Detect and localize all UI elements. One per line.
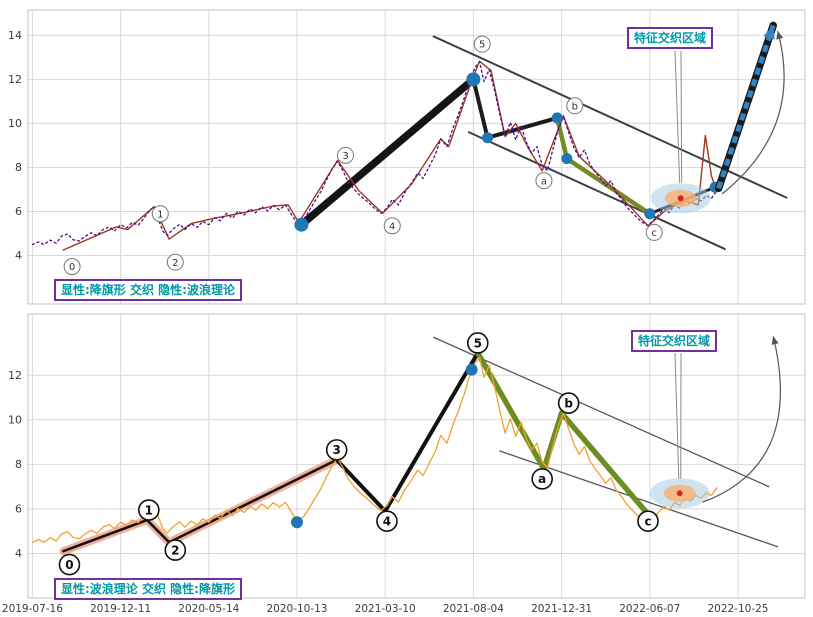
wave-label-circle-2	[164, 539, 187, 561]
correction-wave-abc	[475, 350, 649, 514]
pivot-dot	[481, 132, 493, 144]
wave-label-text-a: a	[538, 472, 546, 486]
wave-label-text-1: 1	[145, 503, 153, 517]
impulse-wave-early	[62, 458, 338, 553]
x-tick-label: 2021-08-04	[443, 603, 504, 615]
feature-zone-ellipse-center	[676, 490, 683, 497]
y-tick-label: 8	[15, 161, 22, 174]
feature-pointer-left	[674, 352, 680, 479]
y-tick-label: 14	[8, 29, 22, 42]
wave-label-circle-4	[383, 217, 401, 235]
wave-label-text-5: 5	[474, 336, 482, 350]
annotation-curve-arrow-head	[771, 336, 779, 345]
wave-label-circle-0	[63, 258, 81, 276]
x-tick-label: 2021-12-31	[531, 603, 592, 615]
wave-label-text-2: 2	[171, 543, 179, 557]
pivot-dot	[551, 112, 563, 124]
wave-label-circle-0	[58, 553, 81, 576]
x-tick-label: 2020-10-13	[266, 603, 327, 615]
pivot-dot-large	[465, 363, 478, 376]
wave-label-text-c: c	[644, 514, 651, 528]
wave-label-text-b: b	[572, 101, 578, 112]
annotation-curve-arrow	[721, 30, 785, 195]
wave-label-circle-1	[151, 205, 169, 223]
feature-pointer-right	[680, 50, 683, 183]
breakout-arrow	[716, 24, 776, 190]
x-tick-label: 2019-12-11	[90, 603, 151, 615]
annotation-curve-arrow-head	[776, 30, 784, 40]
bottom-feature-zone-label: 特征交织区域	[631, 330, 718, 352]
y-tick-label: 4	[15, 249, 22, 262]
feature-zone-ellipse-center	[677, 195, 684, 202]
wave-label-text-0: 0	[65, 558, 73, 572]
pivot-dot	[644, 208, 656, 220]
flag-pole	[297, 75, 478, 229]
wave-label-text-1: 1	[157, 209, 163, 220]
wave-label-circle-5	[473, 35, 491, 53]
wave-label-text-b: b	[564, 396, 573, 410]
x-tick-label: 2021-03-10	[355, 603, 416, 615]
wave-label-circle-a	[535, 172, 553, 190]
wave-label-circle-c	[637, 510, 659, 532]
impulse-wave-late	[334, 350, 480, 514]
top-feature-zone-label: 特征交织区域	[627, 27, 714, 49]
wave-label-circle-3	[337, 146, 355, 164]
wave-label-circle-b	[566, 97, 584, 115]
wave-label-circle-1	[138, 499, 160, 521]
x-tick-label: 2019-07-16	[2, 603, 63, 615]
price-line-orange	[31, 356, 718, 543]
y-tick-label: 12	[8, 369, 22, 382]
impulse-glow-salmon	[59, 455, 341, 556]
y-tick-label: 8	[15, 458, 22, 471]
pivot-dot-large	[466, 72, 481, 87]
wave-label-circle-3	[325, 439, 348, 461]
channel-lower-line	[467, 131, 726, 250]
wave-label-text-a: a	[541, 176, 547, 187]
top-pattern-label: 显性:降旗形 交织 隐性:波浪理论	[54, 279, 242, 301]
wave-label-text-3: 3	[333, 443, 341, 457]
pivot-dot-large	[290, 516, 303, 529]
wave-label-text-2: 2	[172, 258, 178, 269]
channel-upper-line	[433, 336, 770, 488]
wave-label-circle-5	[466, 332, 489, 354]
channel-upper-line	[432, 35, 788, 199]
wave-label-text-0: 0	[69, 262, 75, 273]
y-tick-label: 4	[15, 547, 22, 560]
y-tick-label: 12	[8, 73, 22, 86]
annotation-curve-arrow	[702, 336, 781, 503]
y-tick-label: 6	[15, 205, 22, 218]
hidden-wave-line	[62, 60, 718, 251]
wave-label-circle-2	[166, 253, 184, 271]
price-line-purple-dotted	[31, 61, 718, 246]
bottom-pattern-label: 显性:波浪理论 交织 隐性:降旗形	[54, 578, 242, 600]
wave-label-circle-b	[557, 392, 580, 414]
x-tick-label: 2020-05-14	[178, 603, 239, 615]
pivot-dot	[561, 153, 573, 165]
panel-border	[27, 313, 806, 599]
y-tick-label: 10	[8, 117, 22, 130]
breakout-arrow-head	[763, 25, 775, 40]
y-tick-label: 6	[15, 502, 22, 515]
feature-pointer-left	[674, 50, 681, 183]
wave-label-circle-a	[531, 468, 553, 490]
wave-label-text-4: 4	[383, 514, 391, 528]
y-tick-label: 10	[8, 413, 22, 426]
panel-border	[27, 9, 806, 305]
x-tick-label: 2022-10-25	[707, 603, 768, 615]
wave-label-text-4: 4	[389, 221, 395, 232]
wave-label-text-c: c	[651, 228, 657, 239]
wave-label-circle-4	[376, 510, 398, 532]
wave-label-text-3: 3	[342, 151, 348, 162]
pivot-dot-large	[294, 217, 309, 232]
wave-label-circle-c	[645, 223, 663, 241]
flag-zigzag-olive	[554, 115, 653, 216]
x-tick-label: 2022-06-07	[619, 603, 680, 615]
wave-label-text-5: 5	[479, 40, 485, 51]
